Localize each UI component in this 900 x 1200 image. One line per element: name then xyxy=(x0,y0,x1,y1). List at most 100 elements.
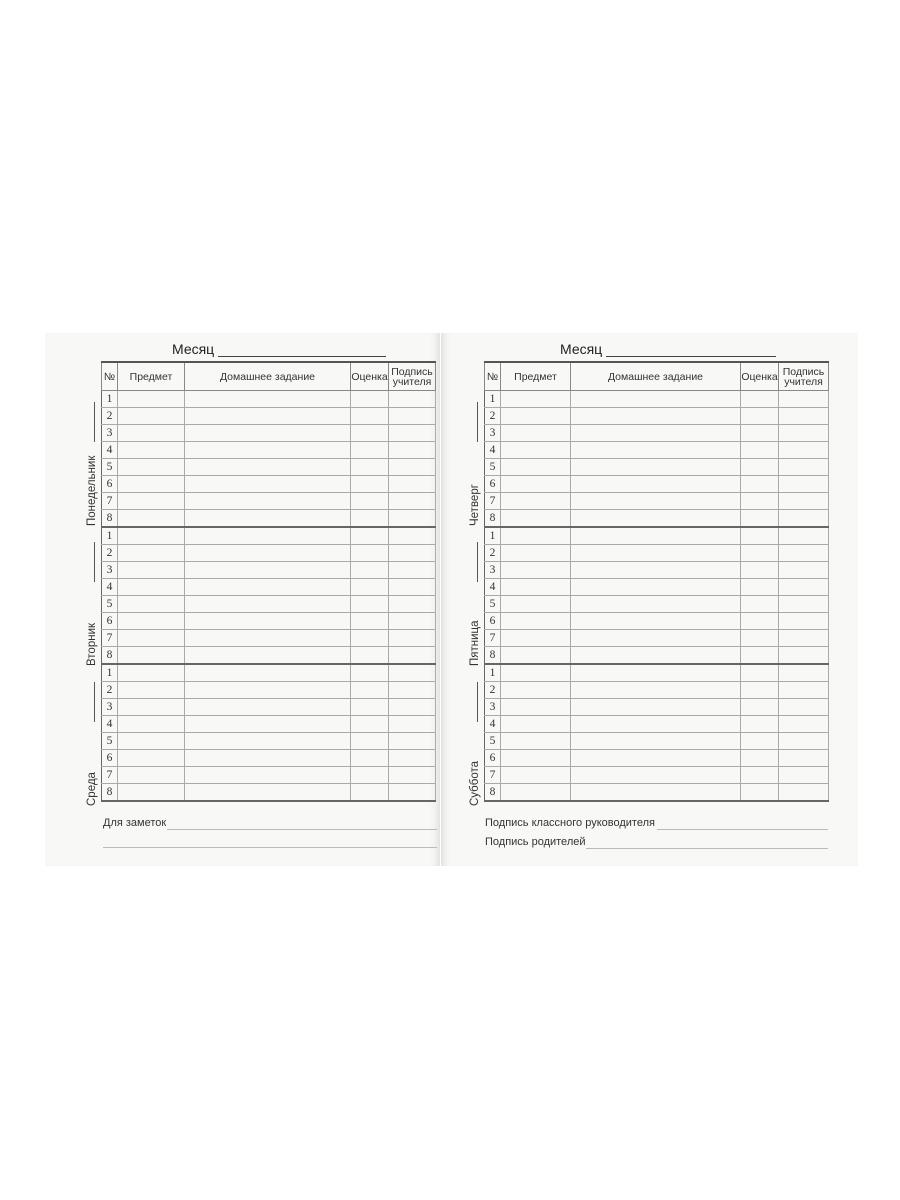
homework-cell[interactable] xyxy=(570,407,741,425)
homework-cell[interactable] xyxy=(184,612,351,630)
month-field[interactable]: Месяц xyxy=(172,341,387,357)
grade-cell[interactable] xyxy=(740,698,779,716)
grade-cell[interactable] xyxy=(740,407,779,425)
homework-cell[interactable] xyxy=(184,749,351,767)
grade-cell[interactable] xyxy=(350,715,389,733)
teacher-sign-cell[interactable] xyxy=(388,663,436,682)
grade-cell[interactable] xyxy=(350,544,389,562)
teacher-sign-cell[interactable] xyxy=(388,612,436,630)
teacher-sign-cell[interactable] xyxy=(388,458,436,476)
teacher-sign-cell[interactable] xyxy=(778,698,829,716)
teacher-sign-cell[interactable] xyxy=(388,407,436,425)
homework-cell[interactable] xyxy=(184,766,351,784)
grade-cell[interactable] xyxy=(740,783,779,802)
subject-cell[interactable] xyxy=(500,612,571,630)
teacher-sign-cell[interactable] xyxy=(778,424,829,442)
teacher-sign-cell[interactable] xyxy=(778,629,829,647)
teacher-sign-cell[interactable] xyxy=(388,578,436,596)
grade-cell[interactable] xyxy=(740,663,779,682)
subject-cell[interactable] xyxy=(117,663,185,682)
homework-cell[interactable] xyxy=(184,681,351,699)
teacher-sign-cell[interactable] xyxy=(778,783,829,802)
subject-cell[interactable] xyxy=(500,458,571,476)
grade-cell[interactable] xyxy=(740,595,779,613)
homework-cell[interactable] xyxy=(184,424,351,442)
homework-cell[interactable] xyxy=(570,646,741,665)
subject-cell[interactable] xyxy=(500,595,571,613)
subject-cell[interactable] xyxy=(117,407,185,425)
subject-cell[interactable] xyxy=(117,509,185,528)
teacher-sign-cell[interactable] xyxy=(778,663,829,682)
homework-cell[interactable] xyxy=(570,715,741,733)
teacher-sign-cell[interactable] xyxy=(388,749,436,767)
grade-cell[interactable] xyxy=(740,526,779,545)
grade-cell[interactable] xyxy=(740,441,779,459)
grade-cell[interactable] xyxy=(740,578,779,596)
class-teacher-sign-line[interactable] xyxy=(657,829,828,830)
homework-cell[interactable] xyxy=(184,629,351,647)
subject-cell[interactable] xyxy=(500,578,571,596)
grade-cell[interactable] xyxy=(740,749,779,767)
teacher-sign-cell[interactable] xyxy=(778,407,829,425)
subject-cell[interactable] xyxy=(117,424,185,442)
teacher-sign-cell[interactable] xyxy=(778,526,829,545)
subject-cell[interactable] xyxy=(500,526,571,545)
homework-cell[interactable] xyxy=(184,458,351,476)
grade-cell[interactable] xyxy=(350,612,389,630)
grade-cell[interactable] xyxy=(350,561,389,579)
grade-cell[interactable] xyxy=(350,629,389,647)
teacher-sign-cell[interactable] xyxy=(388,715,436,733)
teacher-sign-cell[interactable] xyxy=(388,544,436,562)
homework-cell[interactable] xyxy=(570,681,741,699)
homework-cell[interactable] xyxy=(570,441,741,459)
subject-cell[interactable] xyxy=(117,595,185,613)
grade-cell[interactable] xyxy=(350,749,389,767)
grade-cell[interactable] xyxy=(350,407,389,425)
grade-cell[interactable] xyxy=(350,458,389,476)
grade-cell[interactable] xyxy=(740,732,779,750)
subject-cell[interactable] xyxy=(117,526,185,545)
teacher-sign-cell[interactable] xyxy=(388,595,436,613)
subject-cell[interactable] xyxy=(500,766,571,784)
homework-cell[interactable] xyxy=(184,646,351,665)
homework-cell[interactable] xyxy=(570,561,741,579)
grade-cell[interactable] xyxy=(350,698,389,716)
homework-cell[interactable] xyxy=(570,749,741,767)
subject-cell[interactable] xyxy=(117,441,185,459)
grade-cell[interactable] xyxy=(350,526,389,545)
grade-cell[interactable] xyxy=(740,629,779,647)
subject-cell[interactable] xyxy=(500,424,571,442)
subject-cell[interactable] xyxy=(500,629,571,647)
homework-cell[interactable] xyxy=(184,595,351,613)
teacher-sign-cell[interactable] xyxy=(778,390,829,408)
subject-cell[interactable] xyxy=(500,783,571,802)
grade-cell[interactable] xyxy=(350,424,389,442)
homework-cell[interactable] xyxy=(184,492,351,510)
notes-line-2[interactable] xyxy=(103,847,437,848)
teacher-sign-cell[interactable] xyxy=(778,458,829,476)
subject-cell[interactable] xyxy=(500,407,571,425)
homework-cell[interactable] xyxy=(184,544,351,562)
homework-cell[interactable] xyxy=(184,509,351,528)
subject-cell[interactable] xyxy=(500,732,571,750)
teacher-sign-cell[interactable] xyxy=(778,715,829,733)
homework-cell[interactable] xyxy=(570,578,741,596)
homework-cell[interactable] xyxy=(570,766,741,784)
grade-cell[interactable] xyxy=(350,390,389,408)
homework-cell[interactable] xyxy=(184,390,351,408)
teacher-sign-cell[interactable] xyxy=(388,441,436,459)
homework-cell[interactable] xyxy=(570,663,741,682)
subject-cell[interactable] xyxy=(500,646,571,665)
teacher-sign-cell[interactable] xyxy=(778,544,829,562)
subject-cell[interactable] xyxy=(117,492,185,510)
homework-cell[interactable] xyxy=(570,544,741,562)
teacher-sign-cell[interactable] xyxy=(778,766,829,784)
grade-cell[interactable] xyxy=(740,646,779,665)
grade-cell[interactable] xyxy=(350,681,389,699)
teacher-sign-cell[interactable] xyxy=(388,509,436,528)
subject-cell[interactable] xyxy=(117,458,185,476)
teacher-sign-cell[interactable] xyxy=(388,783,436,802)
grade-cell[interactable] xyxy=(350,441,389,459)
teacher-sign-cell[interactable] xyxy=(388,766,436,784)
teacher-sign-cell[interactable] xyxy=(778,749,829,767)
